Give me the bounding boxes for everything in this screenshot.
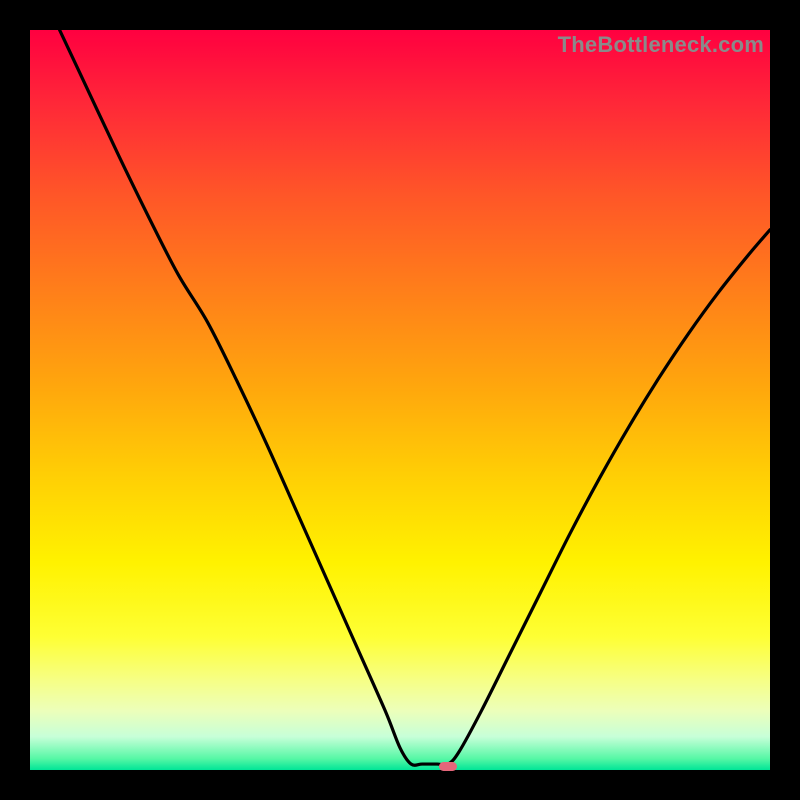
plot-area: TheBottleneck.com <box>30 30 770 770</box>
gradient-background <box>30 30 770 770</box>
optimal-marker <box>439 762 457 771</box>
chart-frame: TheBottleneck.com <box>0 0 800 800</box>
watermark-text: TheBottleneck.com <box>558 32 764 58</box>
